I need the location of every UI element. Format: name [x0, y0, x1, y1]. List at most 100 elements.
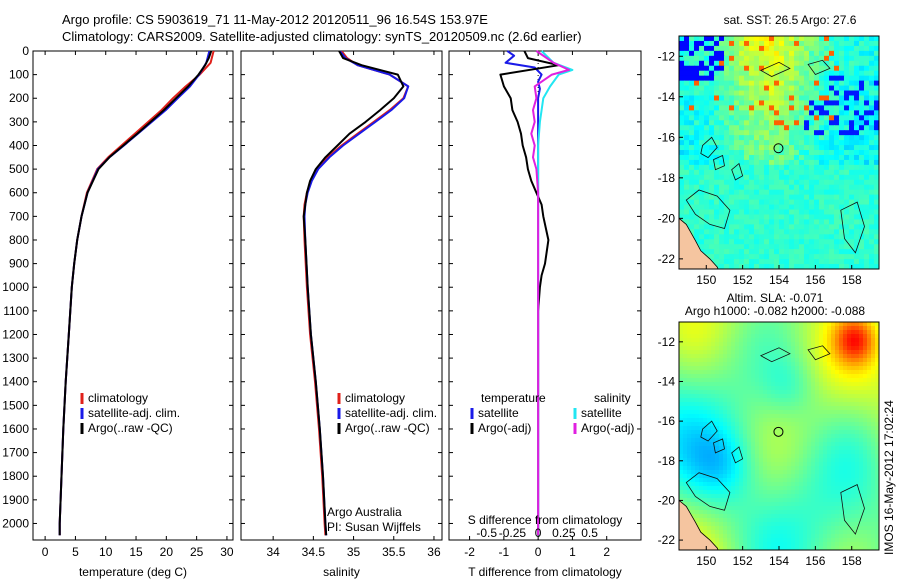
- map-cell-sst-map: [759, 249, 765, 255]
- map-cell-sla-map: [827, 482, 832, 487]
- map-cell-sla-map: [783, 482, 788, 487]
- map-cell-sst-map: [754, 169, 760, 176]
- map-cell-sla-map: [863, 386, 868, 391]
- map-cell-sla-map: [795, 346, 800, 351]
- map-cell-sla-map: [823, 450, 828, 455]
- map-cell-sla-map: [815, 422, 820, 427]
- map-cell-sla-map: [867, 342, 872, 347]
- map-cell-sst-map: [764, 50, 770, 57]
- map-cell-sla-map: [755, 446, 760, 451]
- map-cell-sla-map: [787, 526, 792, 531]
- map-cell-sla-map: [771, 362, 776, 367]
- map-cell-sla-map: [843, 470, 848, 475]
- map-cell-sla-map: [851, 498, 856, 503]
- map-cell-sla-map: [855, 438, 860, 443]
- map-cell-sla-map: [831, 498, 836, 503]
- map-cell-sla-map: [803, 458, 808, 463]
- map-cell-sla-map: [847, 398, 852, 403]
- map-cell-sla-map: [747, 438, 752, 443]
- map-cell-sla-map: [799, 454, 804, 459]
- map-cell-sla-map: [687, 474, 692, 479]
- map-cell-sla-map: [743, 326, 748, 331]
- map-cell-sla-map: [731, 398, 736, 403]
- map-cell-sst-map: [854, 249, 860, 255]
- map-cell-sla-map: [771, 486, 776, 491]
- map-cell-sst-map: [854, 259, 860, 265]
- map-cell-sla-map: [683, 382, 688, 387]
- map-cell-sla-map: [703, 506, 708, 511]
- map-cell-sla-map: [863, 358, 868, 363]
- map-cell-sla-map: [739, 454, 744, 459]
- plot-frame-salinity: [240, 50, 443, 541]
- map-cell-sla-map: [875, 358, 879, 363]
- map-cell-sst-map: [759, 100, 765, 107]
- map-cell-sst-map: [799, 140, 805, 146]
- map-cell-sst-map: [844, 75, 850, 82]
- map-cell-sst-map: [789, 254, 795, 260]
- map-cell-sst-map: [769, 209, 775, 216]
- map-cell-sst-map: [799, 125, 805, 131]
- map-cell-sst-map: [834, 90, 840, 97]
- map-cell-sla-map: [871, 466, 876, 471]
- map-cell-sst-map: [794, 184, 800, 191]
- map-cell-sla-map: [739, 322, 744, 327]
- map-cell-sla-map: [847, 374, 852, 379]
- map-cell-sla-map: [687, 358, 692, 363]
- map-cell-sla-map: [875, 346, 879, 351]
- map-cell-sst-map: [774, 95, 780, 102]
- map-cell-sst-map: [824, 135, 830, 141]
- map-cell-sst-map: [764, 174, 770, 181]
- map-cell-sla-map: [735, 362, 740, 367]
- map-cell-sst-map: [679, 204, 685, 211]
- map-cell-sst-map: [734, 50, 740, 57]
- map-cell-sla-map: [683, 466, 688, 471]
- map-cell-sst-map: [714, 85, 720, 92]
- map-cell-sst-map: [829, 55, 835, 62]
- map-cell-sla-map: [835, 402, 840, 407]
- map-cell-sla-map: [683, 482, 688, 487]
- map-cell-sla-map: [743, 446, 748, 451]
- map-cell-sst-map: [754, 36, 760, 42]
- map-cell-sst-map: [774, 159, 780, 166]
- map-cell-sla-map: [723, 426, 728, 431]
- map-cell-sla-map: [747, 458, 752, 463]
- map-cell-sla-map: [759, 334, 764, 339]
- map-cell-sst-map: [734, 169, 740, 176]
- map-cell-sla-map: [851, 534, 856, 539]
- map-cell-sla-map: [695, 506, 700, 511]
- map-cell-sla-map: [783, 462, 788, 467]
- map-cell-sst-map: [864, 110, 870, 116]
- map-cell-sst-map: [809, 239, 815, 245]
- map-cell-sst-map: [699, 234, 705, 240]
- map-cell-sla-map: [755, 530, 760, 535]
- map-cell-sst-map: [694, 90, 700, 97]
- map-cell-sst-map: [799, 264, 805, 269]
- map-cell-sst-map: [679, 184, 685, 191]
- map-cell-sla-map: [815, 334, 820, 339]
- map-cell-sst-map: [764, 229, 770, 235]
- map-cell-sst-map: [849, 75, 855, 82]
- map-cell-sst-map: [829, 150, 835, 156]
- map-cell-sla-map: [799, 418, 804, 423]
- map-cell-sla-map: [823, 506, 828, 511]
- map-cell-sst-map: [764, 40, 770, 47]
- map-cell-sla-map: [819, 458, 824, 463]
- map-cell-sla-map: [687, 494, 692, 499]
- map-cell-sla-map: [867, 530, 872, 535]
- map-cell-sla-map: [735, 542, 740, 547]
- map-cell-sst-map: [694, 50, 700, 57]
- map-cell-sla-map: [787, 362, 792, 367]
- map-cell-sst-map: [689, 194, 695, 201]
- map-cell-sla-map: [819, 506, 824, 511]
- map-cell-sst-map: [839, 125, 845, 131]
- map-cell-sla-map: [763, 374, 768, 379]
- map-cell-sst-map: [864, 154, 870, 161]
- map-cell-sst-map: [739, 189, 745, 196]
- map-cell-sla-map: [843, 506, 848, 511]
- map-cell-sla-map: [719, 394, 724, 399]
- map-cell-sst-map: [694, 105, 700, 111]
- map-cell-sla-map: [731, 334, 736, 339]
- map-cell-sst-map: [869, 239, 875, 245]
- map-cell-sst-map: [744, 45, 750, 52]
- map-cell-sla-map: [699, 446, 704, 451]
